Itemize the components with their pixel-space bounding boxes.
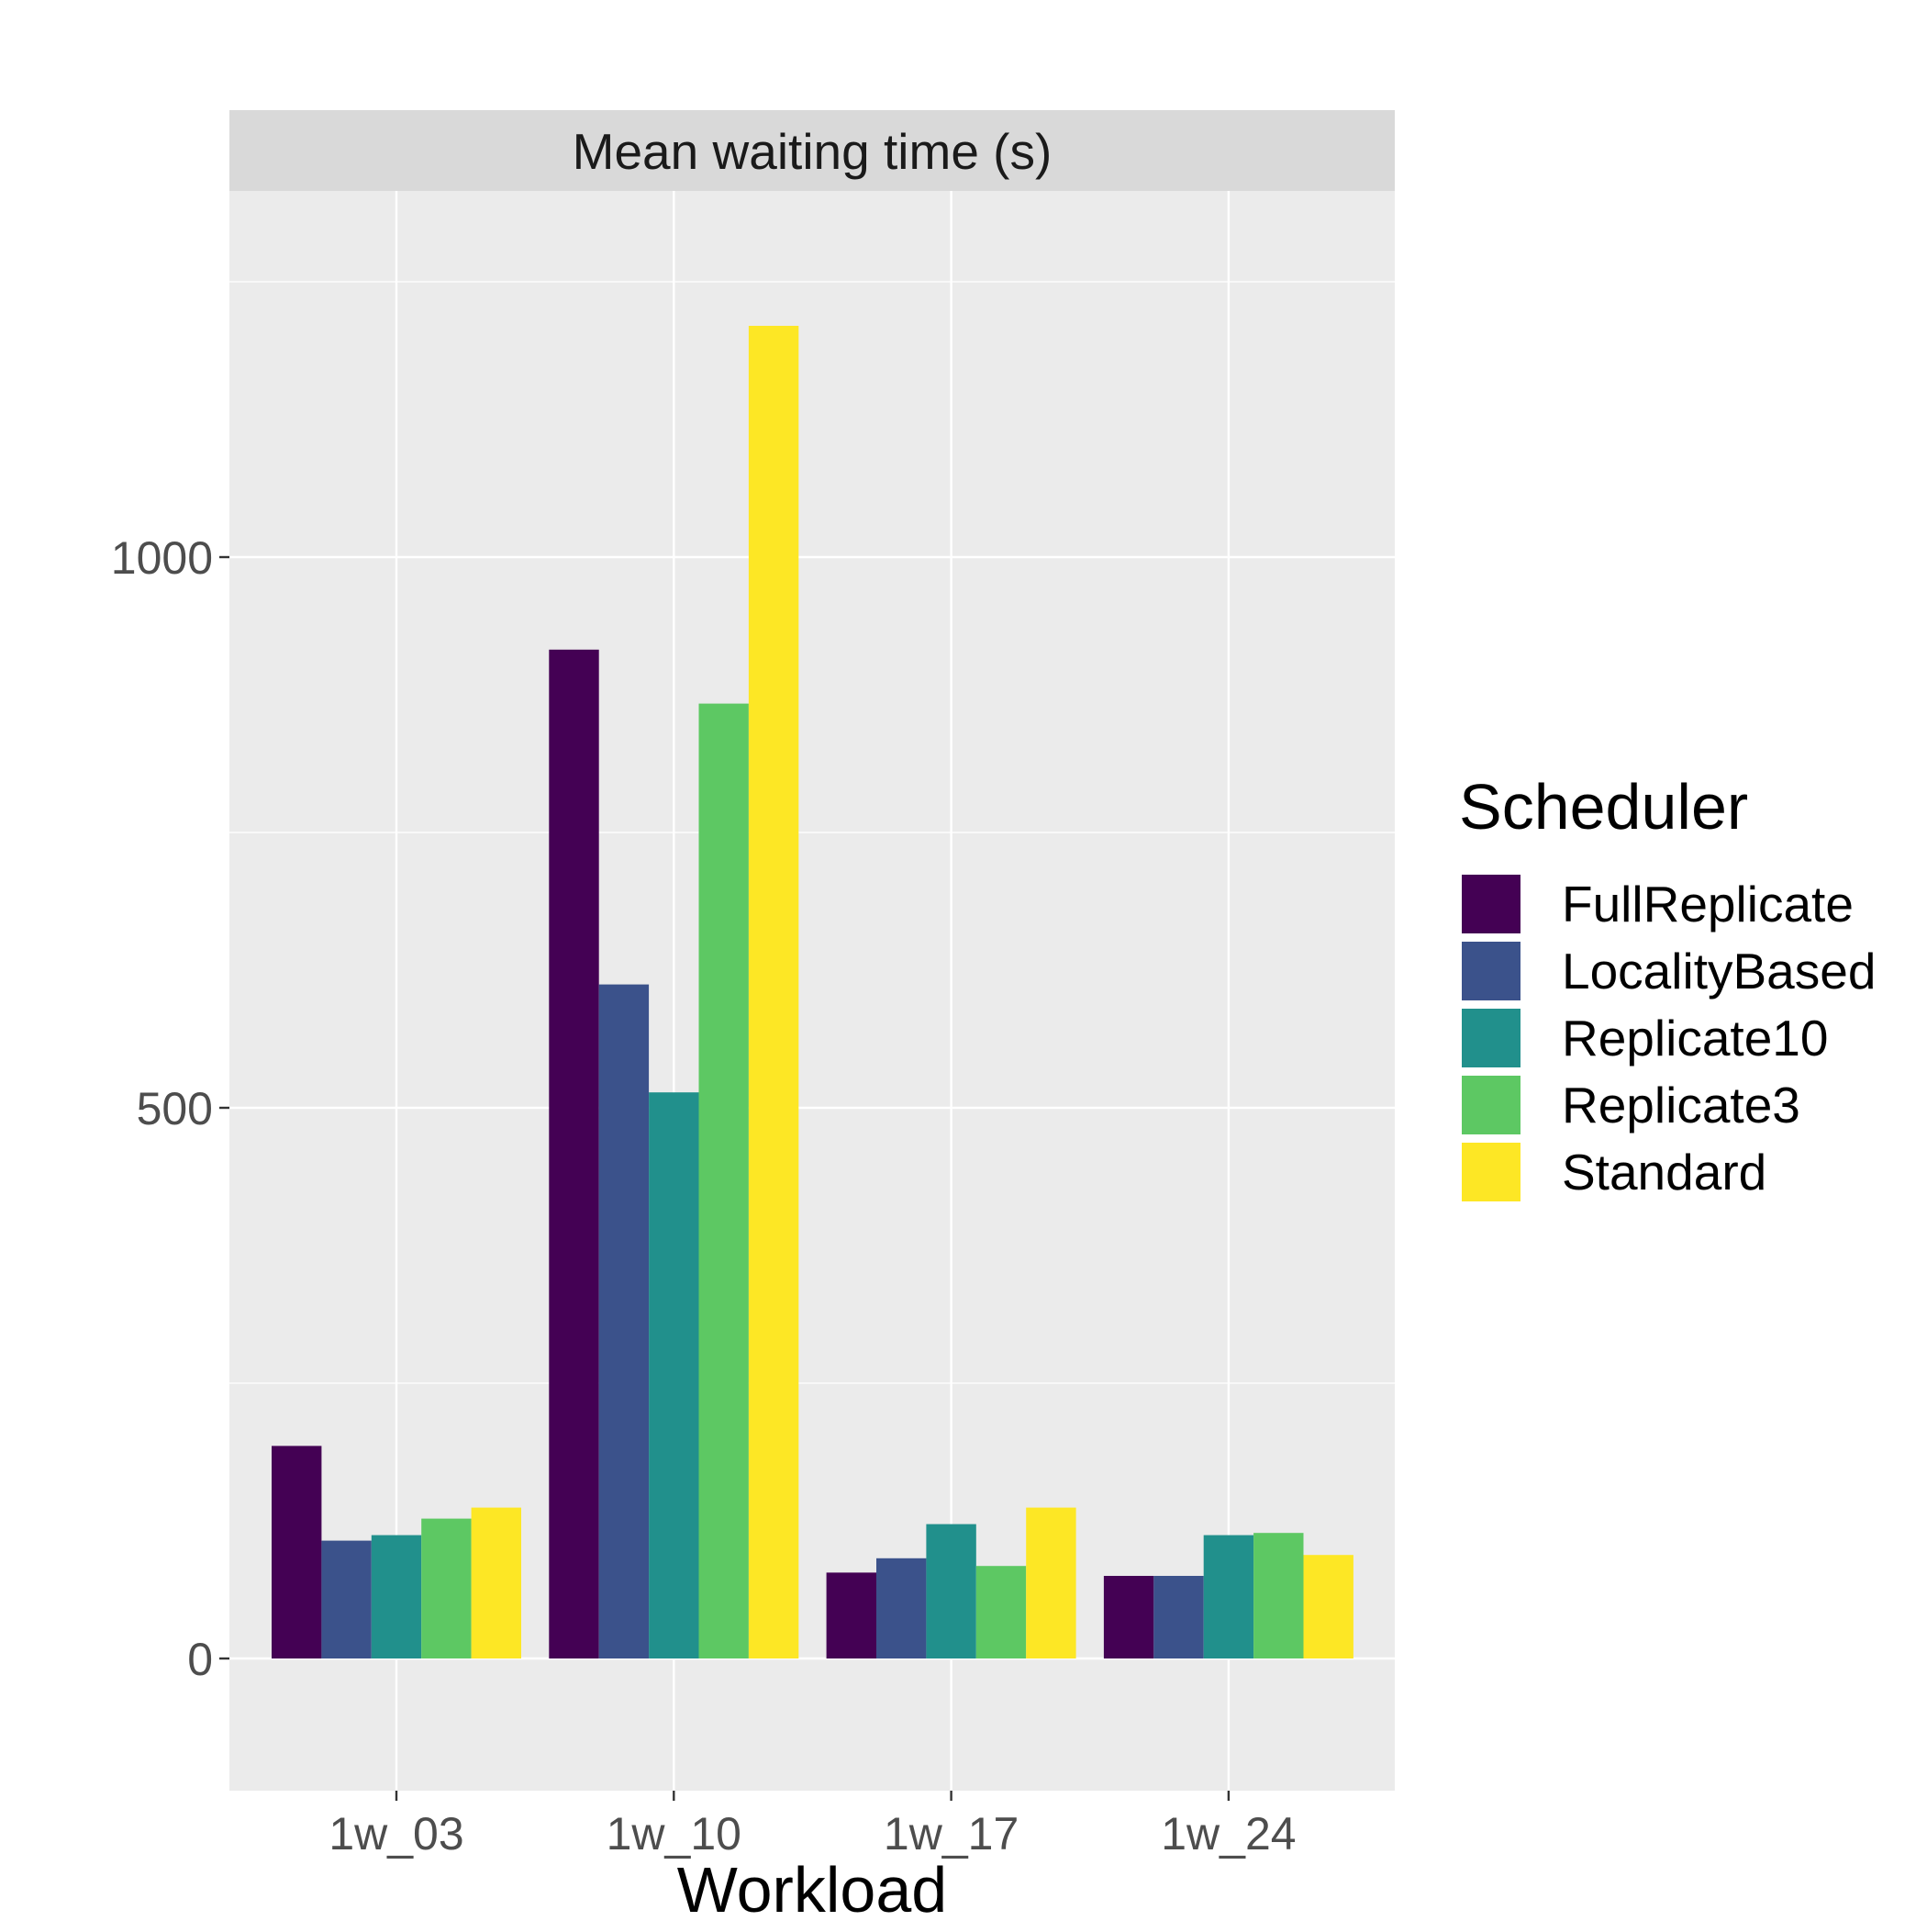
legend: Scheduler FullReplicate LocalityBased Repl…: [1459, 771, 1876, 1203]
bar-fullreplicate-1w_17: [826, 1572, 876, 1658]
bar-replicate10-1w_17: [926, 1524, 976, 1658]
x-tick-label: 1w_24: [1161, 1808, 1296, 1859]
legend-key-standard: [1460, 1141, 1522, 1203]
legend-label-replicate3: Replicate3: [1562, 1077, 1800, 1134]
facet-title: Mean waiting time (s): [573, 123, 1053, 180]
x-tick-label: 1w_10: [607, 1808, 741, 1859]
bar-fullreplicate-1w_10: [549, 649, 599, 1658]
facet-strip: [229, 110, 1395, 191]
legend-label-replicate10: Replicate10: [1562, 1010, 1828, 1067]
bar-standard-1w_03: [471, 1507, 521, 1658]
x-tick-label: 1w_03: [329, 1808, 463, 1859]
bar-localitybased-1w_24: [1153, 1576, 1204, 1658]
bar-replicate3-1w_24: [1253, 1533, 1304, 1658]
bar-replicate10-1w_24: [1203, 1535, 1254, 1658]
legend-key-fullreplicate: [1460, 873, 1522, 935]
legend-key-replicate3: [1460, 1074, 1522, 1136]
legend-label-fullreplicate: FullReplicate: [1562, 876, 1854, 932]
y-tick-label: 1000: [111, 532, 213, 584]
legend-label-localitybased: LocalityBased: [1562, 943, 1876, 1000]
legend-title: Scheduler: [1459, 771, 1748, 843]
bar-replicate3-1w_03: [421, 1518, 472, 1658]
bars: [272, 326, 1353, 1658]
bar-replicate3-1w_10: [698, 703, 749, 1658]
y-axis: 0 500 1000: [111, 532, 229, 1685]
bar-replicate10-1w_10: [649, 1092, 699, 1658]
x-axis-title: Workload: [677, 1854, 947, 1926]
bar-standard-1w_10: [748, 326, 799, 1658]
legend-key-replicate10: [1460, 1007, 1522, 1069]
grid-lines: [229, 191, 1395, 1791]
y-tick-label: 0: [187, 1634, 213, 1685]
bar-fullreplicate-1w_03: [272, 1446, 322, 1658]
y-tick-label: 500: [137, 1083, 213, 1134]
bar-localitybased-1w_03: [321, 1540, 372, 1658]
x-axis: 1w_03 1w_10 1w_17 1w_24: [329, 1791, 1297, 1859]
bar-fullreplicate-1w_24: [1103, 1576, 1154, 1658]
bar-standard-1w_17: [1026, 1507, 1076, 1658]
bar-localitybased-1w_17: [876, 1558, 927, 1658]
bar-replicate10-1w_03: [371, 1535, 422, 1658]
bar-replicate3-1w_17: [975, 1566, 1027, 1658]
x-tick-label: 1w_17: [884, 1808, 1019, 1859]
bar-standard-1w_24: [1303, 1555, 1353, 1658]
bar-localitybased-1w_10: [598, 984, 650, 1658]
legend-key-localitybased: [1460, 940, 1522, 1002]
legend-label-standard: Standard: [1562, 1144, 1766, 1201]
